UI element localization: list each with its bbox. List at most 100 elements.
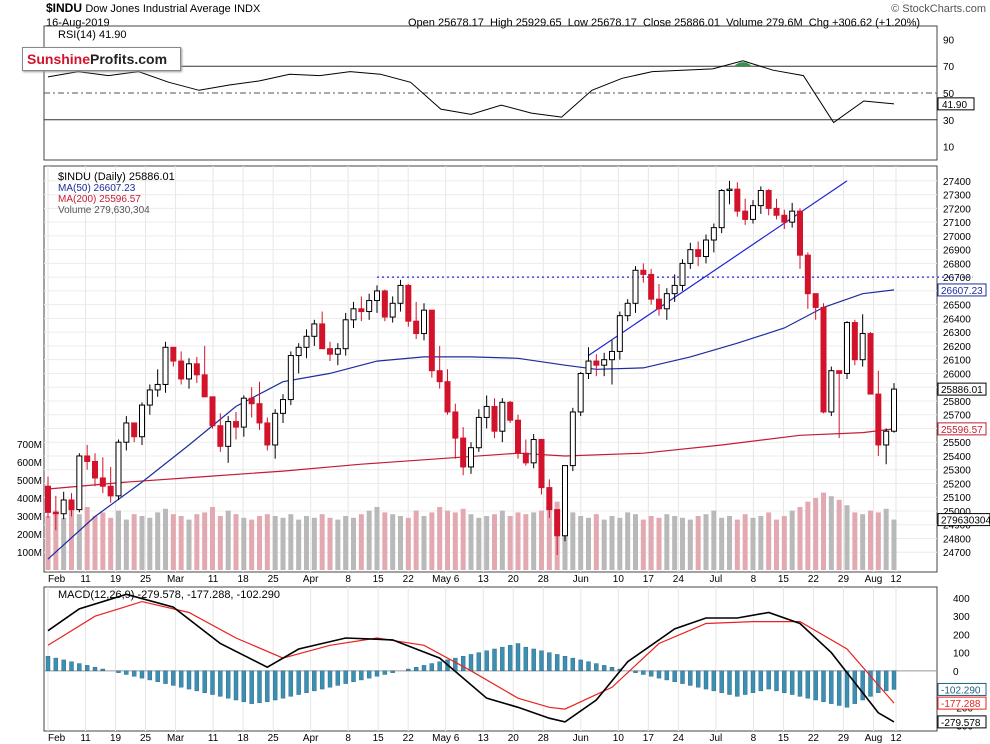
candle-body	[851, 322, 858, 361]
x-tick-label-price: 15	[778, 574, 790, 585]
x-tick-label-price: 25	[140, 574, 152, 585]
macd-histogram-bar	[609, 667, 615, 672]
x-tick-label-macd: 22	[403, 733, 415, 744]
candle-body	[820, 306, 827, 413]
volume-bar	[382, 512, 388, 570]
volume-bar	[327, 517, 333, 570]
volume-bar	[374, 507, 380, 570]
price-y-tick: 27400	[943, 177, 971, 188]
volume-bar	[170, 514, 176, 570]
macd-histogram-bar	[695, 670, 701, 688]
macd-histogram-bar	[178, 670, 184, 688]
candle-body	[374, 290, 380, 302]
candle-body	[663, 293, 670, 310]
candle-body	[256, 403, 263, 424]
price-y-tick: 24900	[943, 521, 971, 532]
volume-bar	[280, 517, 286, 570]
macd-histogram-bar	[77, 663, 82, 672]
macd-histogram-bar	[69, 661, 74, 672]
volume-bar	[194, 514, 200, 570]
price-y-tick: 26200	[943, 342, 971, 353]
x-tick-label-macd: 13	[478, 733, 490, 744]
volume-bar	[468, 514, 474, 570]
volume-bar	[844, 505, 850, 570]
macd-histogram-bar	[601, 665, 607, 672]
macd-histogram-bar	[633, 670, 638, 673]
price-y-tick: 27300	[943, 191, 971, 202]
candle-body	[632, 269, 639, 304]
macd-histogram-bar	[586, 661, 591, 672]
candle-body	[742, 210, 749, 220]
macd-histogram-bar	[562, 656, 568, 672]
volume-bar	[445, 510, 450, 570]
x-tick-label-macd: 25	[140, 733, 152, 744]
volume-bar	[640, 519, 646, 570]
volume-bar	[233, 514, 239, 570]
price-y-tick: 26400	[943, 314, 971, 325]
candle-body	[883, 430, 890, 446]
x-tick-label-price: Jun	[573, 574, 589, 585]
volume-bar	[766, 512, 772, 570]
candle-body	[601, 359, 608, 366]
volume-bar	[202, 512, 208, 570]
x-tick-label-macd: 12	[890, 733, 902, 744]
macd-histogram-bar	[171, 670, 176, 686]
volume-bar	[774, 519, 779, 570]
volume-legend: Volume 279,630,304	[58, 205, 150, 216]
macd-histogram-bar	[312, 670, 317, 692]
macd-histogram-bar	[476, 652, 482, 672]
macd-histogram-bar	[727, 670, 732, 695]
volume-bar	[45, 516, 51, 570]
sunshine-profits-logo: SunshineProfits.com	[22, 47, 181, 71]
volume-bar	[405, 517, 411, 570]
macd-histogram-bar	[390, 670, 395, 673]
volume-y-tick: 500M	[17, 476, 42, 487]
price-y-tick: 26800	[943, 259, 971, 270]
candle-body	[812, 293, 819, 308]
volume-bar	[123, 519, 129, 570]
candle-body	[703, 239, 709, 258]
macd-histogram-bar	[92, 667, 98, 672]
price-y-tick: 25200	[943, 479, 971, 490]
volume-bar	[727, 516, 732, 570]
macd-histogram-value-label: -102.290	[941, 685, 981, 696]
macd-histogram-value-label-box	[937, 682, 987, 696]
volume-bar	[217, 516, 223, 570]
volume-bar	[891, 519, 897, 570]
price-y-tick: 27200	[943, 204, 971, 215]
volume-bar	[108, 517, 114, 570]
macd-histogram-bar	[413, 667, 419, 672]
x-tick-label-price: 18	[238, 574, 250, 585]
candle-body	[92, 460, 98, 479]
macd-histogram-bar	[233, 670, 239, 701]
volume-bar	[546, 508, 552, 570]
volume-bar	[484, 516, 490, 570]
volume-bar	[586, 517, 591, 570]
volume-y-tick: 300M	[17, 512, 42, 523]
volume-bar	[76, 514, 82, 570]
volume-bar	[680, 517, 685, 570]
macd-histogram-bar	[750, 670, 756, 693]
ticker-title: $INDU Dow Jones Industrial Average INDX	[46, 2, 260, 15]
macd-histogram-bar	[539, 650, 544, 672]
candle-body	[569, 411, 576, 467]
x-tick-label-price: 29	[838, 574, 850, 585]
x-tick-label-macd: 22	[808, 733, 820, 744]
macd-histogram-bar	[664, 670, 670, 681]
price-legend: $INDU (Daily) 25886.01	[58, 171, 175, 183]
volume-bar	[147, 517, 153, 570]
macd-histogram-bar	[124, 670, 129, 675]
x-tick-label-macd: Aug	[865, 733, 883, 744]
macd-histogram-bar	[45, 656, 51, 672]
volume-bar	[609, 516, 615, 570]
price-y-tick: 25400	[943, 452, 971, 463]
candle-body	[146, 389, 153, 406]
volume-bar	[186, 519, 192, 570]
volume-bar	[719, 517, 725, 570]
macd-histogram-bar	[719, 670, 724, 693]
macd-histogram-bar	[531, 648, 536, 672]
candle-body	[178, 360, 185, 380]
macd-histogram-bar	[648, 670, 654, 677]
candle-body	[397, 284, 404, 304]
candle-body	[209, 396, 216, 427]
